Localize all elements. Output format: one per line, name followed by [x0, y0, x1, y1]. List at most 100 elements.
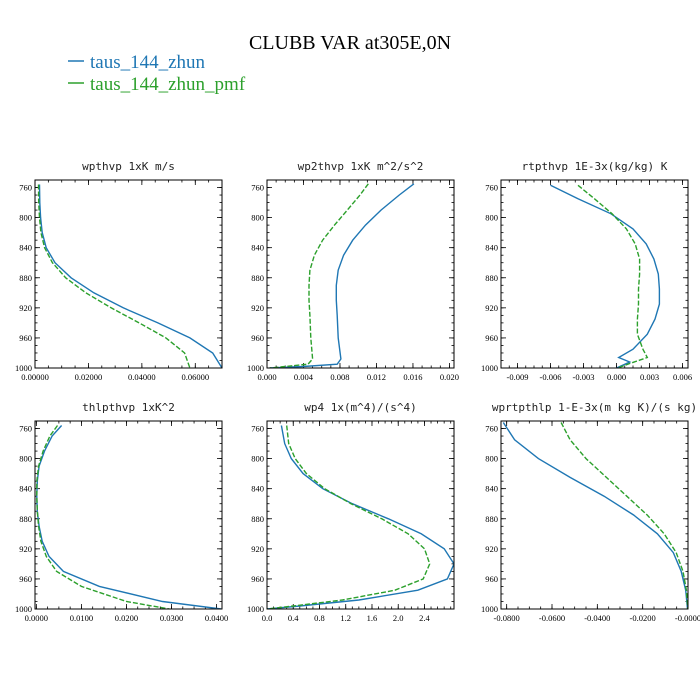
chart-panel-6: wprtpthlp 1-E-3x(m kg K)/(s kg) 760 800 840…: [481, 401, 700, 623]
panel-title: rtpthvp 1E-3x(kg/kg) K: [522, 160, 668, 173]
panel-title: wprtpthlp 1-E-3x(m kg K)/(s kg): [492, 401, 697, 414]
y-tick-label: 1000: [15, 604, 32, 614]
x-tick-label: 0.0400: [205, 613, 228, 623]
y-tick-label: 1000: [247, 363, 264, 373]
series-line-zhun: [550, 184, 661, 368]
x-tick-label: 0.016: [403, 372, 422, 382]
x-tick-label: 0.02000: [75, 372, 103, 382]
y-tick-label: 760: [485, 424, 498, 434]
plot-frame: [500, 179, 689, 369]
x-tick-label: -0.009: [507, 372, 529, 382]
y-tick-label: 880: [19, 514, 32, 524]
x-tick-label: 0.004: [294, 372, 314, 382]
y-tick-label: 840: [251, 484, 264, 494]
x-tick-label: 0.012: [367, 372, 386, 382]
y-tick-label: 960: [19, 333, 32, 343]
x-tick-label: 0.0100: [70, 613, 93, 623]
series-line-zhun: [502, 422, 688, 609]
y-tick-label: 760: [19, 424, 32, 434]
y-tick-label: 800: [251, 213, 264, 223]
x-tick-label: 0.000: [607, 372, 626, 382]
panel-title: wp4 1x(m^4)/(s^4): [304, 401, 417, 414]
x-tick-label: 0.0: [262, 613, 273, 623]
chart-panel-5: wp4 1x(m^4)/(s^4)76080084088092096010000…: [247, 401, 455, 623]
legend-label-zhun-pmf: taus_144_zhun_pmf: [90, 74, 246, 95]
y-tick-label: 960: [251, 574, 264, 584]
x-tick-label: 0.04000: [128, 372, 156, 382]
y-tick-label: 840: [485, 243, 498, 253]
x-tick-label: 2.4: [419, 613, 430, 623]
panel-title: thlpthvp 1xK^2: [82, 401, 175, 414]
x-tick-label: 1.2: [340, 613, 351, 623]
y-tick-label: 840: [485, 484, 498, 494]
panel-title: wpthvp 1xK m/s: [82, 160, 175, 173]
y-tick-label: 960: [485, 333, 498, 343]
series-line-zhun-pmf: [267, 425, 431, 609]
chart-panel-4: thlpthvp 1xK^2 760 800 840 880 920 960 10000.00…: [15, 401, 228, 623]
plot-frame: [34, 179, 223, 369]
x-tick-label: 0.020: [440, 372, 459, 382]
y-tick-label: 1000: [247, 604, 264, 614]
x-tick-label: -0.006: [540, 372, 562, 382]
y-tick-label: 920: [485, 544, 498, 554]
x-tick-label: 0.4: [288, 613, 299, 623]
series-line-zhun: [269, 183, 415, 368]
x-tick-label: -0.0800: [494, 613, 520, 623]
y-tick-label: 920: [251, 303, 264, 313]
chart-panel-1: wpthvp 1xK m/s 760 800 840 880 920 960 10000.00…: [15, 160, 223, 382]
x-tick-label: -0.0000: [675, 613, 700, 623]
plot-frame: [500, 420, 689, 610]
y-tick-label: 1000: [481, 604, 498, 614]
y-tick-label: 800: [19, 213, 32, 223]
y-tick-label: 800: [251, 454, 264, 464]
series-line-zhun-pmf: [269, 183, 369, 368]
y-tick-label: 760: [19, 183, 32, 193]
series-line-zhun-pmf: [560, 422, 688, 609]
x-tick-label: -0.003: [573, 372, 595, 382]
y-tick-label: 880: [19, 273, 32, 283]
y-tick-label: 800: [19, 454, 32, 464]
plot-frame: [266, 420, 455, 610]
panel-title: wp2thvp 1xK m^2/s^2: [298, 160, 424, 173]
y-tick-label: 840: [19, 243, 32, 253]
y-tick-label: 920: [251, 544, 264, 554]
series-line-zhun: [36, 425, 222, 609]
y-tick-label: 800: [485, 213, 498, 223]
y-tick-label: 880: [485, 273, 498, 283]
x-tick-label: 2.0: [393, 613, 404, 623]
y-tick-label: 880: [251, 514, 264, 524]
y-tick-label: 960: [485, 574, 498, 584]
series-line-zhun-pmf: [577, 184, 649, 368]
plot-frame: [34, 420, 223, 610]
x-tick-label: -0.0200: [630, 613, 656, 623]
y-tick-label: 960: [251, 333, 264, 343]
x-tick-label: 0.0300: [160, 613, 183, 623]
y-tick-label: 960: [19, 574, 32, 584]
y-tick-label: 760: [485, 183, 498, 193]
x-tick-label: -0.0400: [584, 613, 610, 623]
series-line-zhun: [267, 425, 454, 609]
legend-label-zhun: taus_144_zhun: [90, 52, 206, 73]
x-tick-label: 0.000: [257, 372, 276, 382]
x-tick-label: 0.0200: [115, 613, 138, 623]
y-tick-label: 920: [485, 303, 498, 313]
x-tick-label: 0.0000: [25, 613, 48, 623]
x-tick-label: 0.003: [640, 372, 659, 382]
y-tick-label: 920: [19, 544, 32, 554]
x-tick-label: 1.6: [367, 613, 378, 623]
chart-panel-3: rtpthvp 1E-3x(kg/kg) K 760 800 840 880 920 960…: [481, 160, 692, 382]
x-tick-label: 0.06000: [181, 372, 209, 382]
x-tick-label: 0.00000: [21, 372, 49, 382]
y-tick-label: 1000: [15, 363, 32, 373]
chart-panel-2: wp2thvp 1xK m^2/s^2 760 800 840 880 920 960 100…: [247, 160, 459, 382]
y-tick-label: 800: [485, 454, 498, 464]
series-line-zhun-pmf: [37, 184, 191, 368]
y-tick-label: 880: [251, 273, 264, 283]
legend: taus_144_zhun taus_144_zhun_pmf: [68, 52, 246, 95]
x-tick-label: 0.008: [330, 372, 349, 382]
y-tick-label: 1000: [481, 363, 498, 373]
plot-frame: [266, 179, 455, 369]
y-tick-label: 920: [19, 303, 32, 313]
panel-grid: wpthvp 1xK m/s76080084088092096010000.00…: [15, 160, 700, 623]
